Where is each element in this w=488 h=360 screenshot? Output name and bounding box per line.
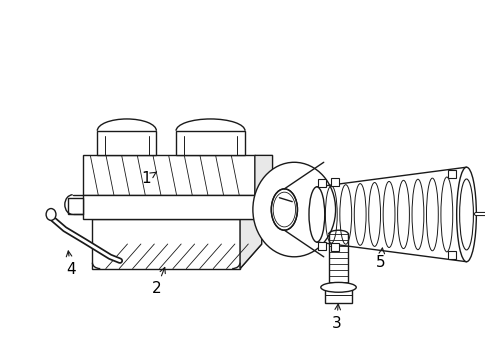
- Text: 2: 2: [151, 267, 165, 296]
- Polygon shape: [447, 170, 455, 178]
- Polygon shape: [317, 242, 325, 250]
- Polygon shape: [97, 131, 156, 156]
- Polygon shape: [92, 244, 261, 269]
- Polygon shape: [254, 195, 272, 219]
- Ellipse shape: [273, 192, 295, 227]
- Polygon shape: [330, 178, 338, 186]
- Text: 4: 4: [66, 251, 75, 276]
- Text: 3: 3: [331, 304, 341, 331]
- Text: 5: 5: [375, 248, 385, 270]
- Polygon shape: [82, 195, 254, 219]
- Polygon shape: [68, 198, 82, 215]
- Ellipse shape: [459, 179, 472, 250]
- Polygon shape: [176, 131, 244, 156]
- Ellipse shape: [320, 282, 356, 292]
- Polygon shape: [324, 287, 351, 303]
- Polygon shape: [82, 156, 254, 195]
- Ellipse shape: [271, 189, 297, 230]
- Polygon shape: [330, 243, 338, 251]
- Polygon shape: [317, 179, 325, 186]
- Polygon shape: [447, 251, 455, 259]
- Polygon shape: [92, 219, 240, 269]
- Text: 1: 1: [142, 171, 156, 186]
- Polygon shape: [254, 156, 272, 195]
- Ellipse shape: [252, 162, 335, 257]
- Ellipse shape: [456, 167, 475, 262]
- Polygon shape: [316, 167, 466, 262]
- Ellipse shape: [308, 187, 324, 242]
- Ellipse shape: [46, 208, 56, 220]
- Polygon shape: [240, 219, 261, 269]
